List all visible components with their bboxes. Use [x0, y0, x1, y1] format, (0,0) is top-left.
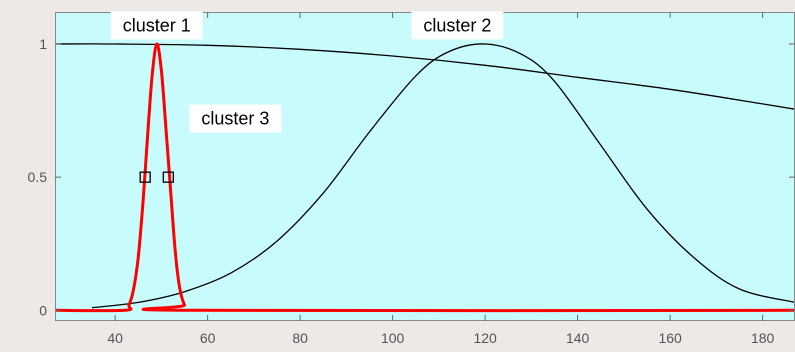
- y-tick-label: 0.5: [28, 169, 48, 185]
- annotation-cluster-1: cluster 1: [110, 11, 203, 40]
- series-line-cluster-1: [54, 43, 795, 110]
- series-line-cluster-2: [91, 43, 795, 309]
- annotation-cluster-3: cluster 3: [189, 104, 282, 133]
- x-tick-label: 40: [107, 330, 123, 346]
- annotation-box: [189, 104, 282, 133]
- x-tick-label: 80: [292, 330, 308, 346]
- annotation-text: cluster 2: [423, 15, 491, 35]
- marker-point-1: [139, 171, 151, 183]
- series-line-cluster-3: [54, 42, 795, 313]
- y-tick-label: 0: [39, 302, 47, 318]
- y-tick-label: 1: [39, 36, 47, 52]
- annotation-text: cluster 3: [201, 109, 269, 129]
- annotation-box: [110, 11, 203, 40]
- x-tick-label: 140: [566, 330, 590, 346]
- x-tick-label: 120: [473, 330, 497, 346]
- annotation-cluster-2: cluster 2: [411, 11, 504, 40]
- x-tick-label: 180: [751, 330, 775, 346]
- x-tick-label: 100: [381, 330, 405, 346]
- annotation-text: cluster 1: [123, 15, 191, 35]
- x-tick-label: 60: [200, 330, 216, 346]
- marker-point-2: [162, 171, 174, 183]
- x-tick-label: 160: [658, 330, 682, 346]
- annotation-box: [411, 11, 504, 40]
